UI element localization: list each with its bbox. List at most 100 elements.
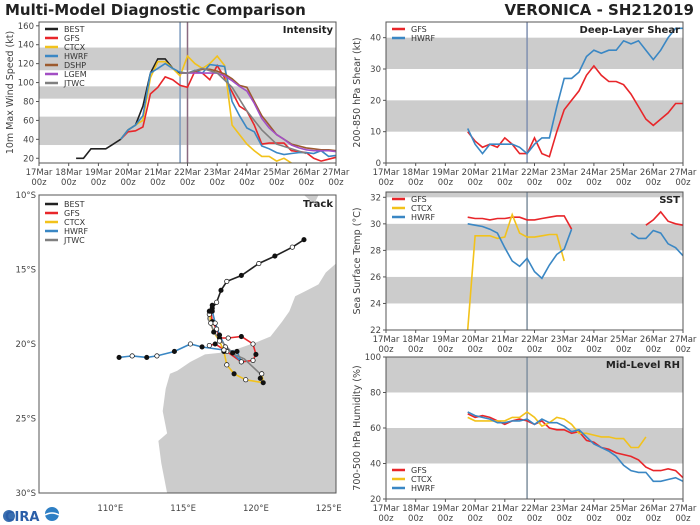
track-point-best: [238, 272, 244, 279]
x-tick-hour: 00z: [675, 514, 691, 524]
x-tick-hour: 00z: [438, 345, 454, 355]
track-point-ctcx: [208, 320, 214, 326]
x-tick-date: 24Mar: [580, 504, 607, 514]
y-tick-label: 40: [370, 460, 381, 470]
legend-label: BEST: [64, 200, 85, 209]
x-tick-hour: 00z: [586, 514, 602, 524]
track-point-best: [289, 244, 295, 250]
shaded-band: [386, 428, 683, 464]
panel-title: Mid-Level RH: [606, 360, 680, 371]
island-land: [303, 195, 319, 204]
track-point-hwrf: [234, 348, 240, 355]
y-tick-label: 28: [370, 246, 381, 256]
y-tick-label: 100: [365, 353, 381, 363]
x-tick-date: 26Mar: [640, 168, 667, 178]
x-tick-date: 22Mar: [174, 168, 201, 178]
y-tick-label: 22: [370, 326, 381, 336]
y-tick-label: 100: [18, 79, 34, 89]
x-tick-date: 22Mar: [521, 335, 548, 345]
x-tick-date: 17Mar: [373, 504, 400, 514]
series-line-hwrf: [467, 411, 684, 483]
y-axis-label: Sea Surface Temp (°C): [352, 207, 363, 314]
x-tick-hour: 00z: [299, 178, 315, 188]
legend-label: GFS: [64, 209, 80, 218]
y-tick-label: 10: [370, 128, 381, 138]
track-point-hwrf: [144, 354, 150, 360]
x-tick-date: 17Mar: [373, 335, 400, 345]
track-point-best: [214, 299, 220, 305]
x-tick-date: 25Mar: [610, 168, 637, 178]
x-tick-date: 25Mar: [610, 335, 637, 345]
legend-label: HWRF: [64, 52, 88, 61]
x-tick-hour: 00z: [497, 514, 513, 524]
x-tick-date: 26Mar: [640, 504, 667, 514]
track-point-hwrf: [238, 359, 244, 365]
y-tick-label: 30: [370, 65, 381, 75]
lon-tick-label: 125°E: [316, 504, 342, 514]
track-point-ctcx: [231, 371, 237, 377]
track-point-best: [272, 253, 278, 259]
legend-label: DSHP: [64, 61, 86, 70]
series-line-hwrf: [466, 27, 683, 155]
figure-title: Multi-Model Diagnostic Comparison: [5, 1, 306, 19]
x-tick-date: 27Mar: [670, 168, 697, 178]
y-tick-label: 0: [376, 159, 381, 169]
x-tick-hour: 00z: [586, 178, 602, 188]
track-point-ctcx: [260, 380, 266, 386]
lat-tick-label: 10°S: [16, 191, 36, 201]
x-tick-date: 20Mar: [115, 168, 142, 178]
x-tick-date: 24Mar: [580, 168, 607, 178]
x-tick-hour: 00z: [180, 178, 196, 188]
legend-label: CTCX: [411, 475, 433, 484]
x-tick-hour: 00z: [269, 178, 285, 188]
x-tick-hour: 00z: [497, 345, 513, 355]
panel-title: SST: [659, 195, 680, 206]
x-tick-hour: 00z: [31, 178, 47, 188]
y-tick-label: 60: [370, 424, 381, 434]
x-tick-hour: 00z: [408, 345, 424, 355]
track-point-hwrf: [230, 350, 236, 356]
legend-label: JTWC: [63, 236, 85, 245]
x-tick-hour: 00z: [467, 178, 483, 188]
x-tick-date: 19Mar: [432, 335, 459, 345]
cira-logo: CIRA: [3, 507, 60, 525]
track-point-gfs: [250, 341, 256, 347]
shaded-band: [386, 192, 683, 198]
x-tick-date: 21Mar: [491, 504, 518, 514]
x-tick-date: 22Mar: [521, 168, 548, 178]
legend-label: CTCX: [64, 218, 86, 227]
y-axis-label: 200-850 hPa Shear (kt): [352, 37, 363, 147]
series-line-hwrf: [467, 223, 684, 280]
x-tick-date: 25Mar: [610, 504, 637, 514]
x-tick-hour: 00z: [328, 178, 344, 188]
track-point-gfs: [209, 302, 215, 308]
track-point-gfs: [225, 335, 231, 341]
x-tick-hour: 00z: [210, 178, 226, 188]
track-point-gfs: [238, 333, 244, 340]
x-tick-date: 17Mar: [26, 168, 53, 178]
track-point-hwrf: [129, 353, 135, 359]
track-point-ctcx: [224, 362, 230, 368]
x-tick-date: 24Mar: [233, 168, 260, 178]
y-tick-label: 40: [23, 135, 34, 145]
x-tick-hour: 00z: [239, 178, 255, 188]
y-tick-label: 120: [18, 60, 34, 70]
x-tick-date: 27Mar: [670, 504, 697, 514]
x-tick-hour: 00z: [675, 178, 691, 188]
legend-label: LGEM: [64, 70, 87, 79]
x-tick-hour: 00z: [378, 514, 394, 524]
track-panel: 110°E 115°E 120°E 125°E 10°S 15°S 20°S 25°S 30°S…: [16, 191, 342, 514]
x-tick-date: 19Mar: [432, 168, 459, 178]
track-point-hwrf: [216, 332, 223, 338]
track-point-gfs: [212, 341, 218, 347]
x-tick-date: 26Mar: [640, 335, 667, 345]
intensity-panel: 2040608010012014016017Mar00z18Mar00z19Ma…: [5, 21, 350, 188]
lat-tick-label: 15°S: [16, 266, 36, 276]
x-tick-hour: 00z: [557, 345, 573, 355]
x-tick-hour: 00z: [675, 345, 691, 355]
shaded-band: [386, 357, 683, 393]
x-tick-date: 23Mar: [551, 504, 578, 514]
lon-tick-label: 115°E: [170, 504, 196, 514]
legend-label: HWRF: [411, 34, 435, 43]
x-tick-hour: 00z: [586, 345, 602, 355]
